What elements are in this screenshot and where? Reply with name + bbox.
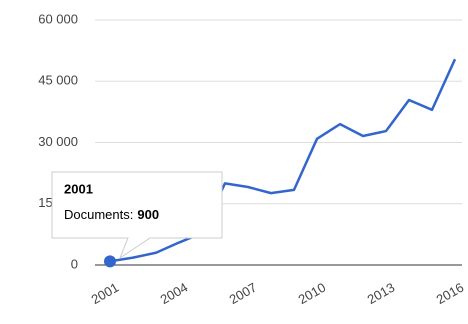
x-tick-label: 2013 xyxy=(365,280,398,307)
highlight-point xyxy=(104,255,116,268)
y-tick-label: 60 000 xyxy=(38,11,78,26)
x-tick-label: 2001 xyxy=(89,280,122,307)
tooltip-title: 2001 xyxy=(64,181,93,196)
y-tick-label: 45 000 xyxy=(38,73,78,88)
x-tick-label: 2010 xyxy=(296,280,329,307)
tooltip: 2001 Documents: 900 xyxy=(51,171,223,260)
tooltip-body: Documents: 900 xyxy=(64,207,159,222)
y-tick-label: 30 000 xyxy=(38,134,78,149)
x-tick-label: 2007 xyxy=(227,280,260,307)
tooltip-value: 900 xyxy=(137,207,159,222)
data-line xyxy=(109,58,457,263)
tooltip-label: Documents: xyxy=(64,207,133,222)
x-tick-label: 2016 xyxy=(434,280,467,307)
x-tick-label: 2004 xyxy=(158,280,191,307)
y-tick-label: 0 xyxy=(71,256,78,271)
tooltip-box xyxy=(51,171,223,260)
